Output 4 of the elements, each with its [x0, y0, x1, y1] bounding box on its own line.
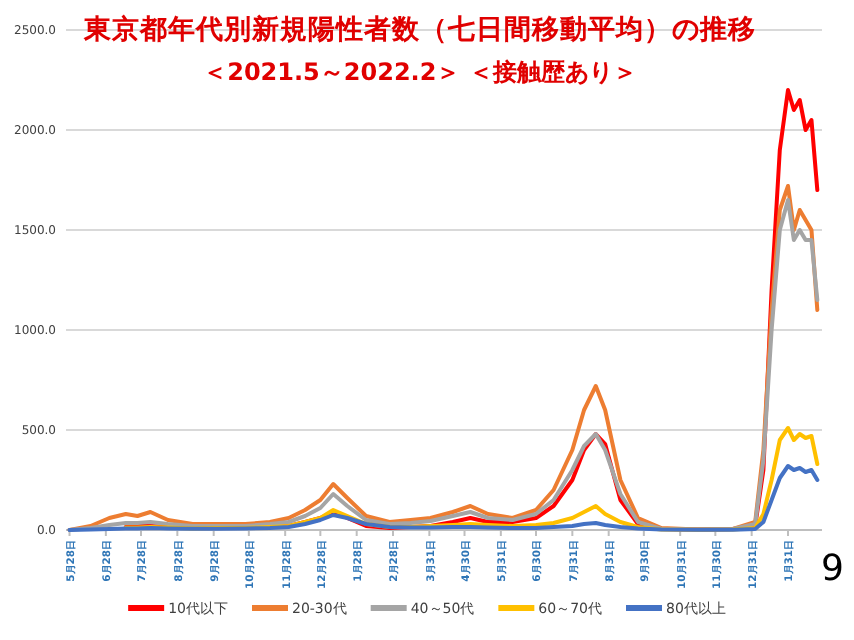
text: ＜2021.5～2022.2＞ ＜接触歴あり＞ — [203, 58, 637, 86]
chart-title: 東京都年代別新規陽性者数（七日間移動平均）の推移 — [82, 12, 756, 46]
line-series — [67, 464, 820, 532]
text: 9 — [821, 548, 844, 590]
